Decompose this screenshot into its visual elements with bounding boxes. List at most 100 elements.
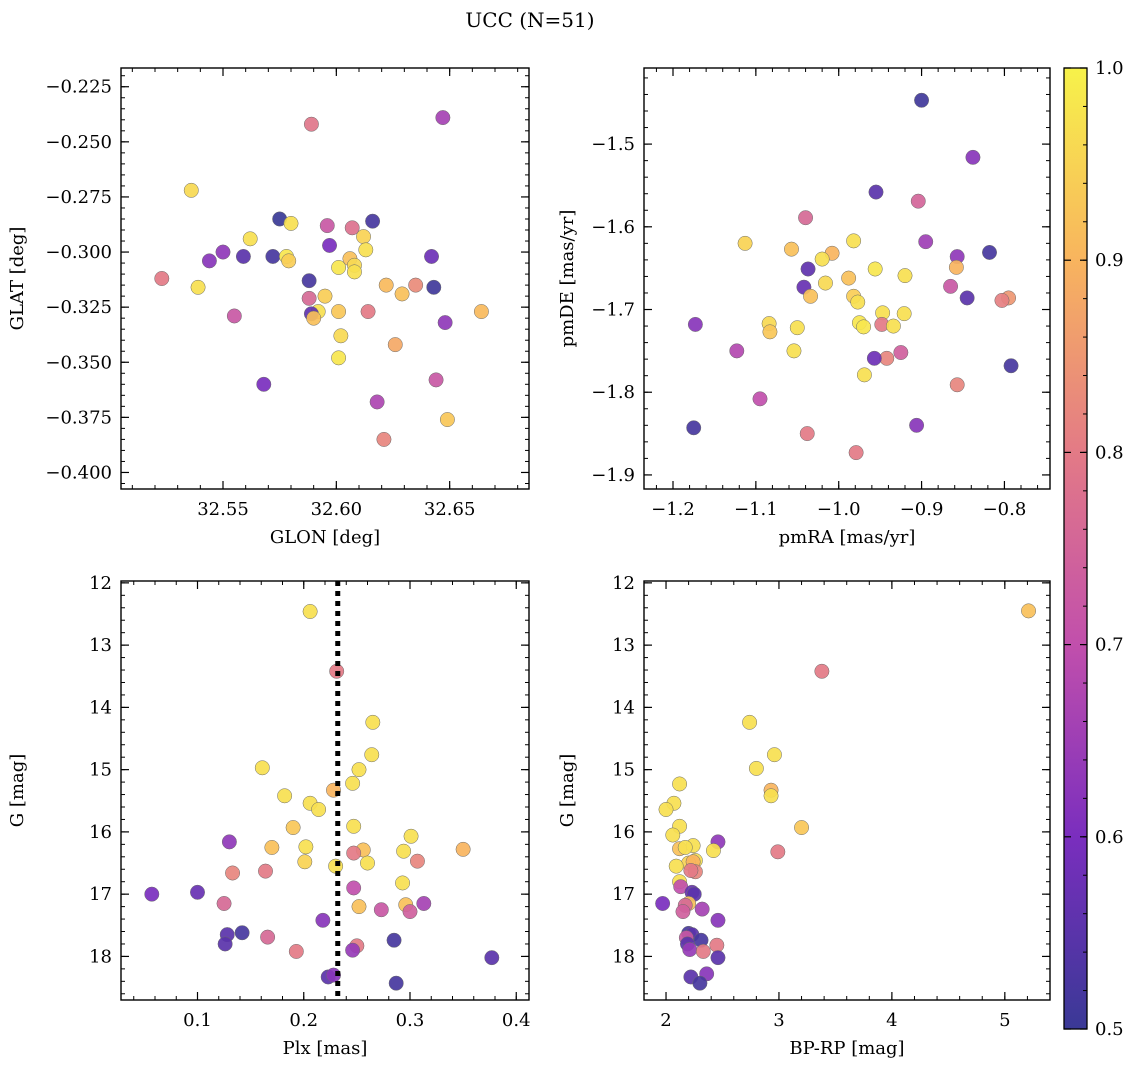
data-point xyxy=(455,841,471,857)
data-point xyxy=(387,337,403,353)
data-point xyxy=(331,350,347,366)
data-point xyxy=(303,116,319,132)
data-point xyxy=(288,943,304,959)
data-point xyxy=(365,714,381,730)
x-tick-label: 0.4 xyxy=(502,1010,531,1031)
data-point xyxy=(258,863,273,879)
scatter-points xyxy=(154,110,489,447)
data-point xyxy=(675,904,691,920)
data-point xyxy=(234,925,250,941)
data-point xyxy=(948,259,964,275)
colorbar-gradient xyxy=(1063,67,1088,1030)
data-point xyxy=(285,820,301,835)
y-tick-label: −0.275 xyxy=(45,187,112,208)
y-tick-label: 17 xyxy=(612,884,635,905)
data-point xyxy=(687,316,703,332)
x-tick-label: 32.55 xyxy=(197,499,249,520)
data-point xyxy=(265,249,281,264)
data-point xyxy=(424,249,439,264)
data-point xyxy=(388,975,404,991)
data-point xyxy=(345,942,361,958)
y-tick-label: 18 xyxy=(612,946,635,967)
data-point xyxy=(856,367,872,383)
data-point xyxy=(317,288,333,304)
data-point xyxy=(301,290,317,306)
data-point xyxy=(333,328,349,344)
y-tick-label: −1.6 xyxy=(591,217,635,238)
data-point xyxy=(893,345,909,360)
x-tick-label: 0.1 xyxy=(183,1010,212,1031)
data-point xyxy=(686,420,702,436)
data-point xyxy=(814,251,830,267)
data-point xyxy=(655,896,671,911)
data-point xyxy=(742,714,758,730)
data-point xyxy=(473,304,489,320)
y-tick-label: −0.225 xyxy=(45,77,112,98)
data-point xyxy=(298,839,314,855)
colorbar: 0.5 0.6 0.7 0.8 0.9 1.0 xyxy=(1063,58,1124,1040)
plot-frame xyxy=(643,67,1051,490)
data-point xyxy=(710,912,726,928)
x-axis-label: pmRA [mas/yr] xyxy=(779,527,916,548)
data-point xyxy=(683,863,699,878)
y-tick-label: −1.7 xyxy=(591,300,635,321)
data-point xyxy=(710,950,726,966)
panel-bprp-g: 2 3 4 5 12 13 14 15 16 17 18 BP-RP [mag] G [mag] xyxy=(557,573,1051,1059)
x-axis-label: GLON [deg] xyxy=(270,527,380,548)
data-point xyxy=(965,149,981,165)
data-point xyxy=(351,899,367,915)
data-point xyxy=(344,220,360,236)
data-point xyxy=(347,264,362,280)
data-point xyxy=(346,818,362,834)
data-point xyxy=(281,253,297,269)
data-point xyxy=(798,210,814,226)
data-point xyxy=(395,875,411,891)
data-point xyxy=(897,268,913,284)
colorbar-tick-label: 0.7 xyxy=(1095,635,1124,656)
data-point xyxy=(426,279,442,295)
data-point xyxy=(144,886,160,902)
panel-pmra-pmde: −1.2 −1.1 −1.0 −0.9 −0.8 −1.9 −1.8 −1.7 −1.6 −1.5… xyxy=(557,67,1051,548)
data-point xyxy=(994,292,1010,308)
data-point xyxy=(665,827,681,843)
y-tick-label: 18 xyxy=(89,946,112,967)
data-point xyxy=(910,193,926,209)
data-point xyxy=(297,854,313,870)
data-point xyxy=(311,802,327,817)
data-point xyxy=(356,229,371,245)
data-point xyxy=(737,235,753,251)
data-point xyxy=(428,372,444,388)
colorbar-tick-label: 1.0 xyxy=(1095,58,1124,79)
data-point xyxy=(216,896,232,911)
data-point xyxy=(403,828,419,844)
data-point xyxy=(365,213,381,229)
colorbar-tick-label: 0.6 xyxy=(1095,827,1124,848)
data-point xyxy=(800,261,816,277)
data-point xyxy=(868,184,884,200)
y-tick-label: −0.375 xyxy=(45,407,112,428)
data-point xyxy=(770,844,786,860)
data-point xyxy=(1021,603,1036,619)
data-point xyxy=(789,320,805,336)
data-point xyxy=(668,858,684,874)
data-point xyxy=(784,241,799,257)
x-tick-label: −1.2 xyxy=(651,499,695,520)
y-tick-label: −0.300 xyxy=(45,242,112,263)
data-point xyxy=(201,253,217,269)
data-point xyxy=(322,237,337,253)
data-point xyxy=(408,277,424,293)
colorbar-tick-label: 0.9 xyxy=(1095,250,1124,271)
data-point xyxy=(856,319,872,335)
y-tick-label: −1.8 xyxy=(591,382,635,403)
y-tick-label: 17 xyxy=(89,884,112,905)
data-point xyxy=(315,912,331,928)
x-tick-label: 5 xyxy=(999,1010,1010,1031)
data-point xyxy=(277,788,293,804)
data-point xyxy=(803,288,818,304)
data-point xyxy=(658,802,674,817)
data-point xyxy=(358,242,374,258)
data-point xyxy=(814,663,830,679)
data-point xyxy=(373,902,389,918)
data-point xyxy=(301,273,317,289)
y-tick-label: −1.5 xyxy=(591,134,635,155)
